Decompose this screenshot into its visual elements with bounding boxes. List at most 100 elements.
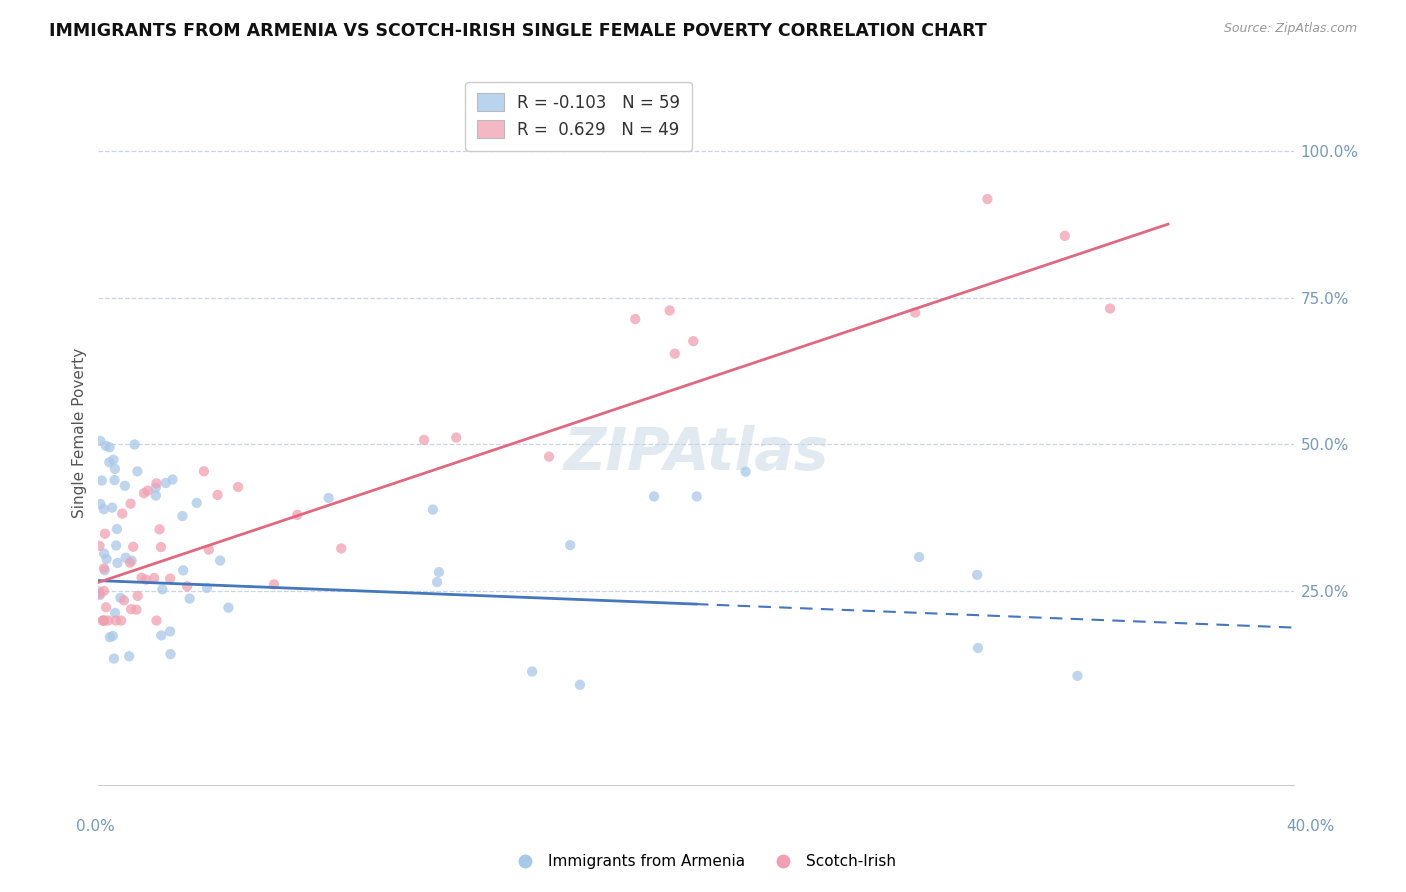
Point	[93, 502, 115, 516]
Point	[114, 550, 136, 565]
Point	[904, 305, 927, 319]
Point	[145, 481, 167, 495]
Point	[643, 490, 665, 504]
Text: Source: ZipAtlas.com: Source: ZipAtlas.com	[1223, 22, 1357, 36]
Text: ZIPAtlas: ZIPAtlas	[564, 425, 828, 483]
Text: IMMIGRANTS FROM ARMENIA VS SCOTCH-IRISH SINGLE FEMALE POVERTY CORRELATION CHART: IMMIGRANTS FROM ARMENIA VS SCOTCH-IRISH …	[49, 22, 987, 40]
Point	[172, 509, 194, 524]
Point	[90, 474, 112, 488]
Point	[98, 630, 121, 644]
Point	[105, 539, 128, 553]
Point	[195, 581, 218, 595]
Point	[150, 628, 173, 642]
Point	[118, 649, 141, 664]
Point	[1099, 301, 1122, 316]
Point	[93, 584, 115, 599]
Point	[149, 540, 172, 554]
Point	[155, 475, 177, 490]
Point	[318, 491, 340, 505]
Point	[330, 541, 353, 556]
Point	[110, 591, 132, 605]
Point	[263, 577, 285, 591]
Point	[568, 678, 591, 692]
Point	[686, 490, 709, 504]
Point	[93, 547, 115, 561]
Point	[118, 556, 141, 570]
Point	[624, 312, 647, 326]
Point	[152, 582, 174, 597]
Point	[114, 479, 136, 493]
Point	[125, 602, 148, 616]
Point	[538, 450, 561, 464]
Text: 0.0%: 0.0%	[76, 819, 115, 834]
Point	[104, 462, 127, 476]
Point	[98, 455, 121, 469]
Point	[94, 439, 117, 453]
Point	[94, 600, 117, 615]
Point	[285, 508, 308, 522]
Point	[145, 489, 167, 503]
Point	[159, 647, 181, 661]
Point	[682, 334, 704, 348]
Point	[132, 486, 155, 500]
Point	[110, 614, 132, 628]
Point	[107, 556, 129, 570]
Point	[966, 567, 988, 582]
Point	[93, 614, 115, 628]
Point	[89, 587, 111, 601]
Point	[1053, 228, 1076, 243]
Point	[87, 584, 110, 599]
Point	[427, 565, 450, 579]
Point	[172, 563, 194, 577]
Point	[120, 602, 142, 616]
Point	[560, 538, 582, 552]
Point	[179, 591, 201, 606]
Point	[444, 431, 467, 445]
Point	[89, 588, 111, 602]
Point	[104, 614, 127, 628]
Point	[103, 473, 125, 487]
Point	[103, 651, 125, 665]
Point	[186, 496, 208, 510]
Point	[193, 464, 215, 478]
Point	[124, 437, 146, 451]
Point	[101, 500, 124, 515]
Point	[93, 614, 115, 628]
Legend: Immigrants from Armenia, Scotch-Irish: Immigrants from Armenia, Scotch-Irish	[503, 848, 903, 875]
Point	[94, 526, 117, 541]
Point	[520, 665, 543, 679]
Point	[145, 614, 167, 628]
Point	[976, 192, 998, 206]
Point	[145, 476, 167, 491]
Point	[135, 573, 157, 587]
Point	[131, 571, 153, 585]
Point	[176, 579, 198, 593]
Point	[159, 624, 181, 639]
Y-axis label: Single Female Poverty: Single Female Poverty	[72, 348, 87, 517]
Point	[207, 488, 229, 502]
Point	[413, 433, 436, 447]
Point	[127, 464, 149, 478]
Point	[101, 629, 124, 643]
Point	[209, 553, 232, 567]
Point	[658, 303, 681, 318]
Point	[143, 571, 166, 585]
Point	[422, 502, 444, 516]
Point	[122, 540, 145, 554]
Point	[91, 614, 114, 628]
Point	[111, 507, 134, 521]
Point	[1066, 669, 1088, 683]
Point	[148, 522, 170, 536]
Point	[136, 483, 159, 498]
Point	[89, 434, 111, 448]
Point	[105, 522, 128, 536]
Point	[93, 561, 115, 575]
Point	[96, 552, 118, 566]
Point	[104, 606, 127, 620]
Point	[93, 563, 115, 577]
Point	[734, 465, 756, 479]
Text: 40.0%: 40.0%	[1286, 819, 1334, 834]
Legend: R = -0.103   N = 59, R =  0.629   N = 49: R = -0.103 N = 59, R = 0.629 N = 49	[465, 81, 692, 151]
Point	[967, 640, 990, 655]
Point	[121, 553, 143, 567]
